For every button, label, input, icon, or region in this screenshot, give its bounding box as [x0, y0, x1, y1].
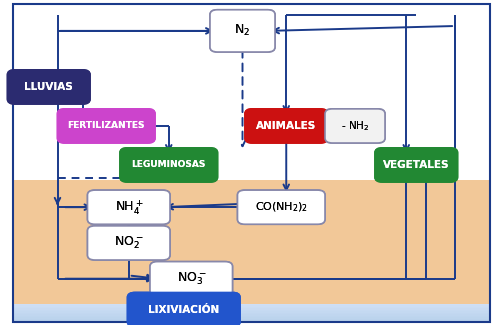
- Text: CO(NH$_2$)$_2$: CO(NH$_2$)$_2$: [254, 201, 308, 214]
- Text: NO$_3^-$: NO$_3^-$: [176, 270, 206, 287]
- Text: N$_2$: N$_2$: [234, 23, 250, 38]
- Text: LLUVIAS: LLUVIAS: [24, 82, 73, 92]
- Text: FERTILIZANTES: FERTILIZANTES: [68, 122, 145, 130]
- FancyBboxPatch shape: [120, 148, 218, 182]
- Text: VEGETALES: VEGETALES: [383, 160, 450, 170]
- Text: ANIMALES: ANIMALES: [256, 121, 316, 131]
- Bar: [12, 307, 490, 308]
- FancyBboxPatch shape: [58, 109, 155, 143]
- Text: LEGUMINOSAS: LEGUMINOSAS: [132, 161, 206, 169]
- FancyBboxPatch shape: [8, 70, 90, 104]
- Bar: [12, 180, 490, 322]
- FancyBboxPatch shape: [128, 292, 240, 325]
- FancyBboxPatch shape: [375, 148, 458, 182]
- Text: N$_2$: N$_2$: [234, 23, 250, 38]
- FancyBboxPatch shape: [120, 148, 218, 182]
- FancyBboxPatch shape: [325, 109, 385, 143]
- FancyBboxPatch shape: [210, 10, 275, 52]
- FancyBboxPatch shape: [210, 10, 275, 52]
- Bar: [12, 317, 490, 319]
- FancyBboxPatch shape: [245, 109, 328, 143]
- FancyBboxPatch shape: [238, 190, 325, 224]
- Text: ANIMALES: ANIMALES: [256, 121, 316, 131]
- FancyBboxPatch shape: [88, 190, 170, 224]
- Text: CO(NH$_2$)$_2$: CO(NH$_2$)$_2$: [254, 201, 308, 214]
- Bar: [12, 311, 490, 313]
- FancyBboxPatch shape: [128, 292, 240, 325]
- FancyBboxPatch shape: [245, 109, 328, 143]
- Text: LEGUMINOSAS: LEGUMINOSAS: [132, 161, 206, 169]
- FancyBboxPatch shape: [88, 226, 170, 260]
- FancyBboxPatch shape: [150, 262, 232, 296]
- Text: LIXIVIACIÓN: LIXIVIACIÓN: [148, 305, 220, 315]
- Text: - NH$_2$: - NH$_2$: [341, 119, 369, 133]
- FancyBboxPatch shape: [150, 262, 232, 296]
- FancyBboxPatch shape: [8, 70, 90, 104]
- Bar: [12, 308, 490, 310]
- Text: - NH$_2$: - NH$_2$: [341, 119, 369, 133]
- Bar: [12, 314, 490, 316]
- Bar: [12, 304, 490, 305]
- Text: NO$_2^-$: NO$_2^-$: [114, 235, 144, 251]
- Text: NH$_4^+$: NH$_4^+$: [114, 198, 143, 216]
- Text: VEGETALES: VEGETALES: [383, 160, 450, 170]
- FancyBboxPatch shape: [325, 109, 385, 143]
- Bar: [12, 320, 490, 322]
- Text: FERTILIZANTES: FERTILIZANTES: [68, 122, 145, 130]
- FancyBboxPatch shape: [88, 226, 170, 260]
- FancyBboxPatch shape: [238, 190, 325, 224]
- FancyBboxPatch shape: [375, 148, 458, 182]
- Text: NO$_3^-$: NO$_3^-$: [176, 270, 206, 287]
- Bar: [12, 316, 490, 317]
- FancyBboxPatch shape: [58, 109, 155, 143]
- Text: NO$_2^-$: NO$_2^-$: [114, 235, 144, 251]
- Bar: [12, 319, 490, 320]
- Text: LLUVIAS: LLUVIAS: [24, 82, 73, 92]
- Bar: [12, 313, 490, 314]
- Bar: [12, 306, 490, 307]
- Text: NH$_4^+$: NH$_4^+$: [114, 198, 143, 216]
- Text: LIXIVIACIÓN: LIXIVIACIÓN: [148, 305, 220, 315]
- Bar: [12, 310, 490, 311]
- FancyBboxPatch shape: [88, 190, 170, 224]
